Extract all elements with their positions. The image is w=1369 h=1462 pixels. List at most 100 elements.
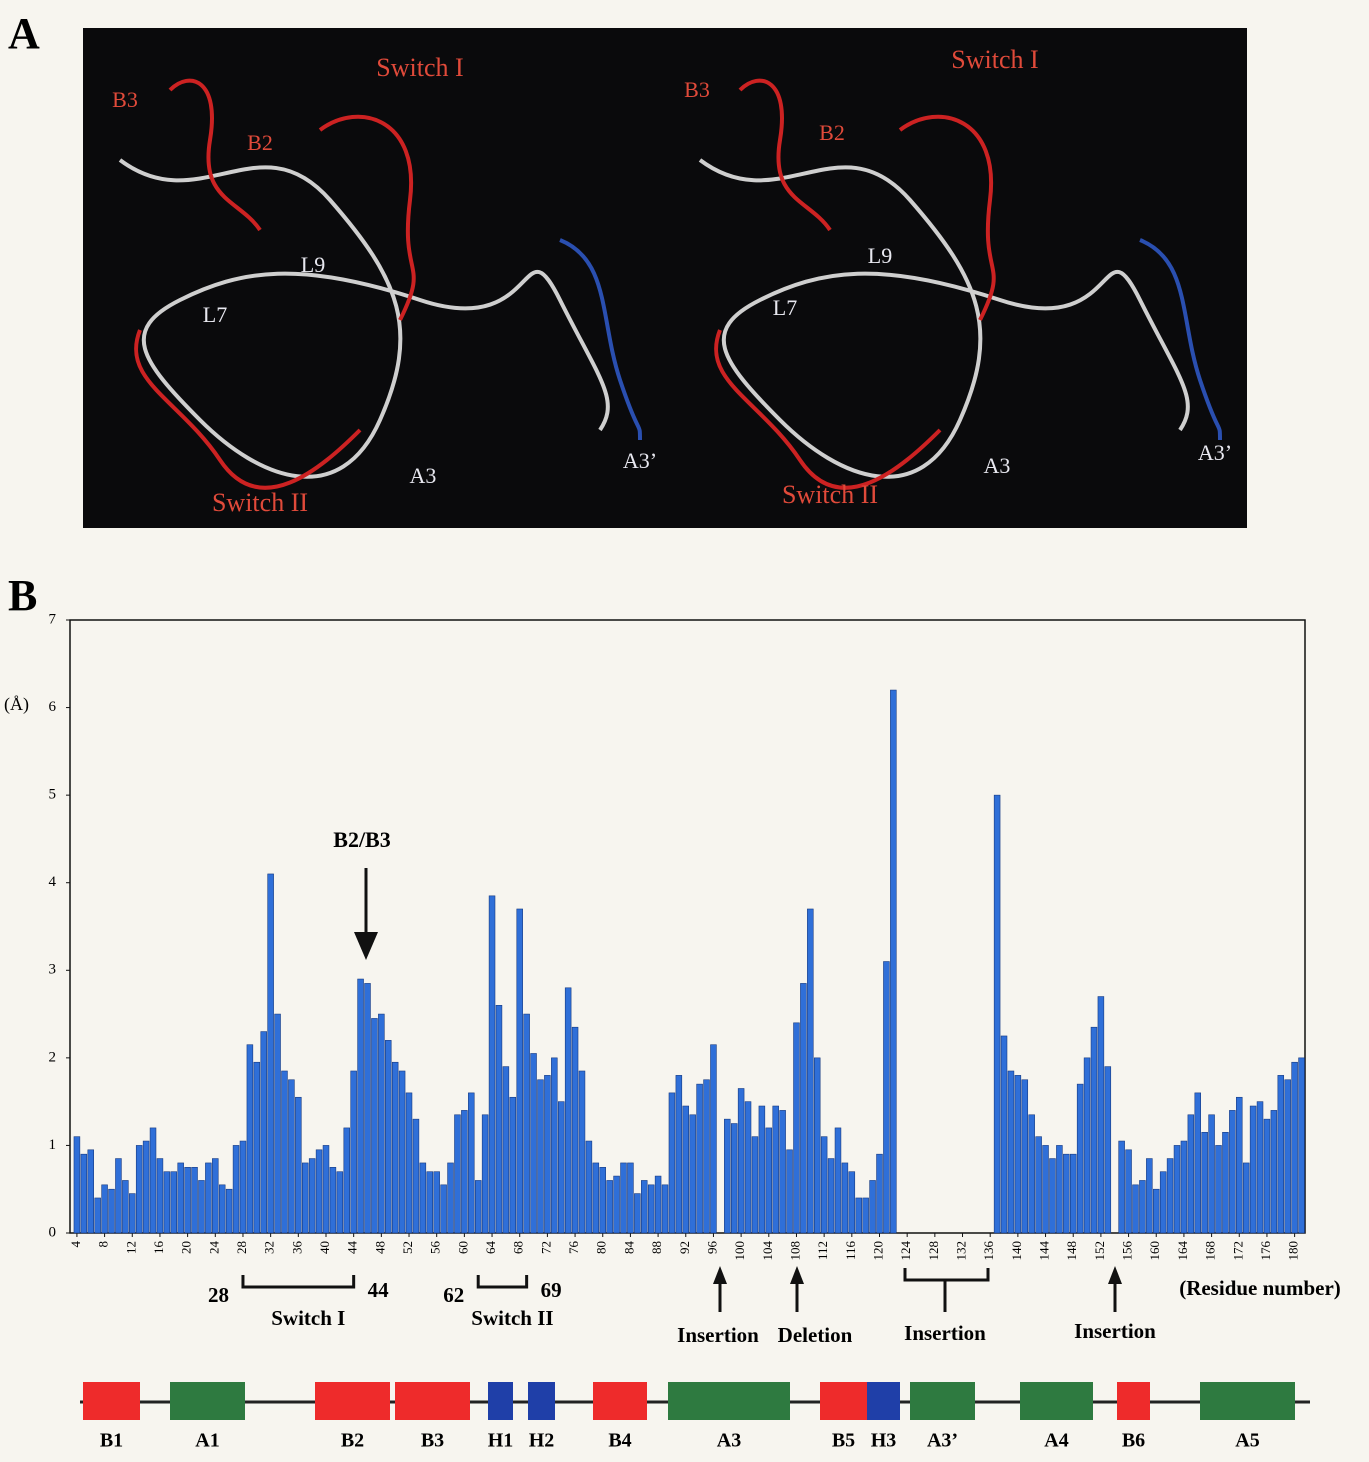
bar bbox=[420, 1163, 426, 1233]
structure-element bbox=[668, 1382, 790, 1420]
structure-element bbox=[315, 1382, 390, 1420]
bar bbox=[302, 1163, 308, 1233]
bar bbox=[634, 1194, 640, 1233]
region-bracket bbox=[243, 1275, 354, 1287]
bar bbox=[821, 1137, 827, 1233]
panel-label: B bbox=[8, 571, 37, 620]
x-tick-label: 84 bbox=[621, 1241, 636, 1255]
x-tick-label: 100 bbox=[732, 1241, 747, 1261]
bar bbox=[441, 1185, 447, 1233]
bar bbox=[365, 983, 371, 1233]
x-tick-label: 76 bbox=[566, 1241, 581, 1255]
bar bbox=[870, 1180, 876, 1233]
bar bbox=[275, 1014, 281, 1233]
bar bbox=[309, 1159, 315, 1233]
structure-label: Switch I bbox=[376, 53, 463, 82]
bar bbox=[1050, 1159, 1056, 1233]
region-bracket bbox=[478, 1275, 526, 1287]
bar bbox=[1271, 1110, 1277, 1233]
bar bbox=[434, 1172, 440, 1233]
bar bbox=[247, 1045, 253, 1233]
bar bbox=[1292, 1062, 1298, 1233]
bar bbox=[115, 1159, 121, 1233]
bar bbox=[745, 1102, 751, 1233]
element-label: A3 bbox=[717, 1430, 741, 1452]
x-tick-label: 164 bbox=[1175, 1241, 1190, 1261]
structure-label: L9 bbox=[301, 252, 325, 277]
region-end: 69 bbox=[541, 1278, 562, 1302]
event-bracket bbox=[905, 1268, 988, 1312]
bar bbox=[627, 1163, 633, 1233]
bar bbox=[877, 1154, 883, 1233]
bar bbox=[662, 1185, 668, 1233]
element-label: H3 bbox=[871, 1430, 897, 1452]
x-tick-label: 20 bbox=[179, 1241, 194, 1254]
structure-image bbox=[83, 28, 1247, 528]
bar bbox=[1160, 1172, 1166, 1233]
bar bbox=[600, 1167, 606, 1233]
x-tick-label: 172 bbox=[1230, 1241, 1245, 1261]
bar bbox=[1063, 1154, 1069, 1233]
bar bbox=[807, 909, 813, 1233]
figure: A B (Å) Switch IB3B2L9L7Switch IIA3A3’Sw… bbox=[0, 0, 1369, 1457]
bar bbox=[254, 1062, 260, 1233]
element-label: B1 bbox=[100, 1430, 123, 1452]
bar bbox=[1077, 1084, 1083, 1233]
bar bbox=[1029, 1115, 1035, 1233]
structure-label: Switch II bbox=[782, 480, 878, 509]
x-tick-label: 176 bbox=[1258, 1241, 1273, 1261]
structure-label: B3 bbox=[112, 87, 138, 112]
bar bbox=[240, 1141, 246, 1233]
bar bbox=[1209, 1115, 1215, 1233]
bar bbox=[351, 1071, 357, 1233]
x-tick-label: 56 bbox=[428, 1241, 443, 1255]
bar bbox=[780, 1110, 786, 1233]
bar bbox=[856, 1198, 862, 1233]
event-label: Insertion bbox=[1074, 1319, 1156, 1343]
region-end: 44 bbox=[368, 1278, 390, 1302]
x-tick-label: 116 bbox=[843, 1241, 858, 1261]
bar bbox=[1250, 1106, 1256, 1233]
bar bbox=[1222, 1132, 1228, 1233]
event-arrow-head bbox=[1108, 1266, 1122, 1284]
bar bbox=[994, 795, 1000, 1233]
bar bbox=[849, 1172, 855, 1233]
bar bbox=[143, 1141, 149, 1233]
bar bbox=[1091, 1027, 1097, 1233]
bar bbox=[122, 1180, 128, 1233]
structure-element bbox=[395, 1382, 470, 1420]
bar bbox=[621, 1163, 627, 1233]
region-start: 28 bbox=[208, 1283, 229, 1307]
event-arrow-head bbox=[713, 1266, 727, 1284]
structure-element bbox=[867, 1382, 900, 1420]
bar bbox=[579, 1071, 585, 1233]
structure-label: A3’ bbox=[1198, 440, 1232, 465]
bar bbox=[697, 1084, 703, 1233]
bar bbox=[517, 909, 523, 1233]
x-tick-label: 52 bbox=[400, 1241, 415, 1254]
bar bbox=[524, 1014, 530, 1233]
x-tick-label: 160 bbox=[1147, 1241, 1162, 1261]
bar bbox=[330, 1167, 336, 1233]
y-tick-label: 7 bbox=[49, 611, 57, 627]
bar bbox=[81, 1154, 87, 1233]
structure-label: B2 bbox=[819, 120, 845, 145]
x-tick-label: 180 bbox=[1286, 1241, 1301, 1261]
bar bbox=[468, 1093, 474, 1233]
structure-label: L7 bbox=[773, 295, 797, 320]
bar bbox=[427, 1172, 433, 1233]
structure-element bbox=[528, 1382, 555, 1420]
y-tick-label: 0 bbox=[49, 1224, 57, 1240]
bar bbox=[413, 1119, 419, 1233]
bar bbox=[607, 1180, 613, 1233]
y-tick-label: 4 bbox=[49, 874, 57, 890]
bar bbox=[489, 896, 495, 1233]
y-axis-label: (Å) bbox=[4, 694, 29, 715]
x-tick-label: 144 bbox=[1037, 1241, 1052, 1261]
structure-element bbox=[488, 1382, 513, 1420]
page: {"panel_a":{"label":"A","structure_label… bbox=[0, 0, 1369, 1462]
bar bbox=[724, 1119, 730, 1233]
bar bbox=[1285, 1080, 1291, 1233]
structure-label: B2 bbox=[247, 130, 273, 155]
bar bbox=[1001, 1036, 1007, 1233]
